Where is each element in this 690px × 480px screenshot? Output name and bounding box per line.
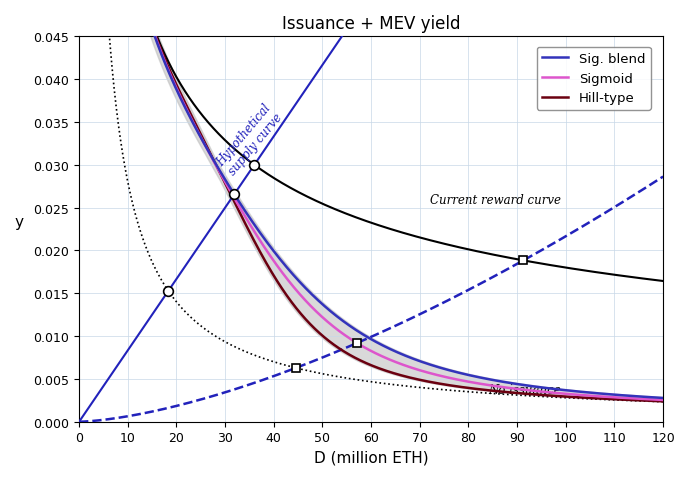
Y-axis label: y: y: [15, 215, 24, 229]
Text: No issuance: No issuance: [488, 383, 561, 396]
X-axis label: D (million ETH): D (million ETH): [314, 450, 428, 465]
Legend: Sig. blend, Sigmoid, Hill-type: Sig. blend, Sigmoid, Hill-type: [537, 48, 651, 110]
Text: Hypothetical
supply curve: Hypothetical supply curve: [214, 101, 285, 178]
Title: Issuance + MEV yield: Issuance + MEV yield: [282, 15, 460, 33]
Text: Current reward curve: Current reward curve: [429, 193, 560, 206]
